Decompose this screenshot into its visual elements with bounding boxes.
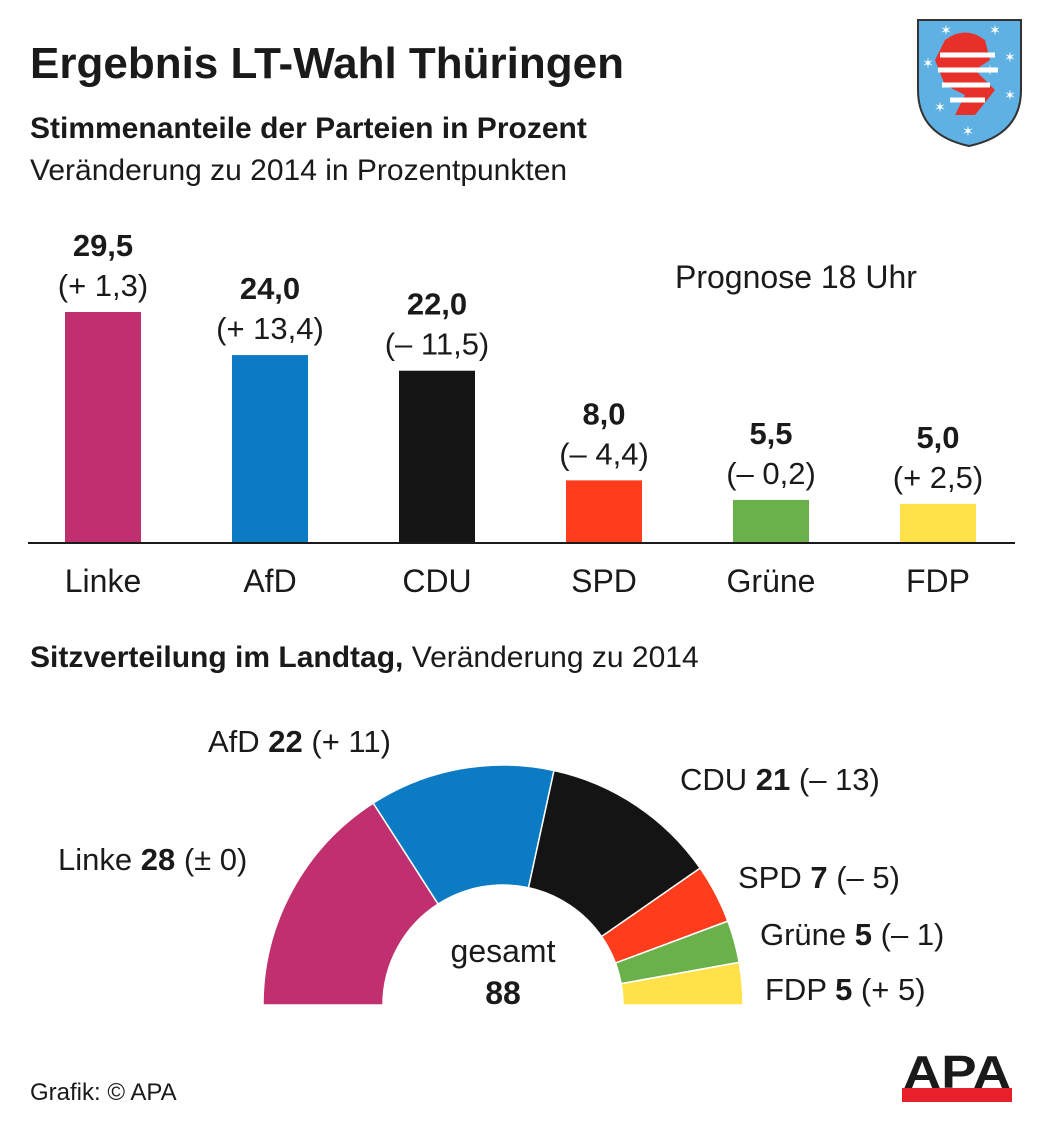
bar-chart: 29,5 (+ 1,3) Linke 24,0 (+ 13,4) AfD 22,0 (– 11… bbox=[58, 228, 983, 599]
category-label: Linke bbox=[65, 563, 142, 599]
seat-label-grüne: Grüne 5 (– 1) bbox=[760, 917, 944, 952]
svg-text:✶: ✶ bbox=[984, 62, 996, 78]
change-label: (– 0,2) bbox=[726, 456, 816, 491]
page-title: Ergebnis LT-Wahl Thüringen bbox=[30, 39, 624, 88]
seat-count: 5 bbox=[835, 972, 852, 1007]
seat-label-cdu: CDU 21 (– 13) bbox=[680, 762, 880, 797]
apa-logo-bar bbox=[902, 1088, 1012, 1102]
category-label: FDP bbox=[906, 563, 970, 599]
seat-change: (– 13) bbox=[790, 762, 880, 797]
value-label: 5,5 bbox=[749, 416, 792, 451]
credit: Grafik: © APA bbox=[30, 1079, 177, 1106]
bar-spd bbox=[566, 480, 642, 543]
change-label: (– 4,4) bbox=[559, 436, 649, 471]
seat-chart-title-suffix: Veränderung zu 2014 bbox=[412, 641, 699, 674]
change-label: (+ 13,4) bbox=[216, 311, 324, 346]
value-label: 8,0 bbox=[582, 396, 625, 431]
value-label: 29,5 bbox=[73, 228, 133, 263]
seat-change: (+ 11) bbox=[303, 724, 391, 759]
seat-party: Grüne bbox=[760, 917, 855, 952]
category-label: AfD bbox=[243, 563, 296, 599]
svg-text:✶: ✶ bbox=[922, 55, 934, 71]
svg-text:✶: ✶ bbox=[934, 99, 946, 115]
seat-chart-title-bold: Sitzverteilung im Landtag, bbox=[30, 641, 403, 674]
seat-change: (+ 5) bbox=[852, 972, 925, 1007]
value-label: 22,0 bbox=[407, 287, 467, 322]
apa-logo: APA bbox=[902, 1046, 1012, 1102]
change-label: (– 11,5) bbox=[385, 327, 490, 362]
seat-party: FDP bbox=[765, 972, 835, 1007]
bar-linke bbox=[65, 312, 141, 543]
seat-slice-fdp bbox=[620, 961, 744, 1006]
seat-slice-linke bbox=[262, 802, 440, 1006]
change-label: (+ 2,5) bbox=[893, 460, 983, 495]
seat-change: (– 1) bbox=[872, 917, 944, 952]
seat-party: Linke bbox=[58, 842, 141, 877]
category-label: CDU bbox=[402, 563, 471, 599]
seat-count: 21 bbox=[756, 762, 790, 797]
bar-afd bbox=[232, 355, 308, 543]
bar-cdu bbox=[399, 370, 475, 543]
svg-text:✶: ✶ bbox=[1004, 49, 1016, 65]
change-label: (+ 1,3) bbox=[58, 268, 148, 303]
thuringia-coat-of-arms-icon: ✶ ✶✶ ✶✶✶ ✶✶ bbox=[917, 19, 1022, 148]
svg-text:✶: ✶ bbox=[1004, 87, 1016, 103]
value-label: 24,0 bbox=[240, 271, 300, 306]
bar-fdp bbox=[900, 503, 976, 543]
seat-label-spd: SPD 7 (– 5) bbox=[738, 860, 900, 895]
value-label: 5,0 bbox=[916, 420, 959, 455]
seat-change: (– 5) bbox=[828, 860, 900, 895]
seat-chart: Linke 28 (± 0) AfD 22 (+ 11) CDU 21 (– 13)… bbox=[58, 724, 944, 1007]
seat-change: (± 0) bbox=[175, 842, 247, 877]
prognosis-note: Prognose 18 Uhr bbox=[675, 259, 917, 295]
chart-subtitle: Stimmenanteile der Parteien in Prozent bbox=[30, 112, 587, 145]
total-label: gesamt bbox=[451, 933, 556, 969]
seat-count: 22 bbox=[268, 724, 302, 759]
bar-grüne bbox=[733, 499, 809, 543]
category-label: Grüne bbox=[727, 563, 816, 599]
svg-text:✶: ✶ bbox=[989, 22, 1001, 38]
seat-party: SPD bbox=[738, 860, 810, 895]
seat-label-afd: AfD 22 (+ 11) bbox=[208, 724, 391, 759]
category-label: SPD bbox=[571, 563, 637, 599]
seat-label-fdp: FDP 5 (+ 5) bbox=[765, 972, 926, 1007]
seat-party: CDU bbox=[680, 762, 756, 797]
seat-count: 5 bbox=[855, 917, 872, 952]
seat-party: AfD bbox=[208, 724, 268, 759]
chart-subtitle-2: Veränderung zu 2014 in Prozentpunkten bbox=[30, 154, 567, 187]
svg-text:✶: ✶ bbox=[962, 123, 974, 139]
seat-count: 7 bbox=[810, 860, 827, 895]
seat-label-linke: Linke 28 (± 0) bbox=[58, 842, 247, 877]
seat-count: 28 bbox=[141, 842, 175, 877]
total-seats: 88 bbox=[485, 975, 521, 1011]
svg-text:✶: ✶ bbox=[940, 22, 952, 38]
seat-chart-title: Sitzverteilung im Landtag, Veränderung z… bbox=[30, 641, 699, 674]
